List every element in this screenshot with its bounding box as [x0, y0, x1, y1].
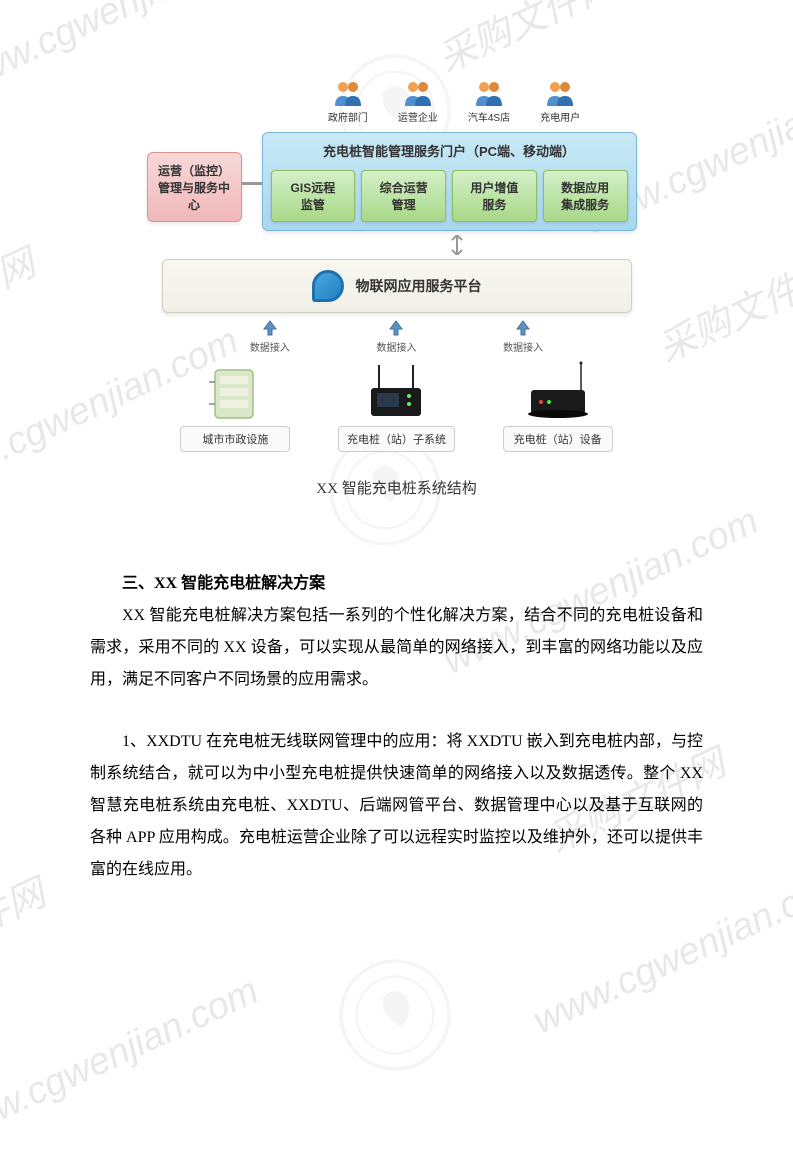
- arrow-label: 数据接入: [250, 339, 290, 354]
- user-4s-store: 汽车4S店: [468, 80, 510, 124]
- paragraph-2: 1、XXDTU 在充电桩无线联网管理中的应用：将 XXDTU 嵌入到充电桩内部，…: [90, 726, 703, 886]
- iot-label: 物联网应用服务平台: [356, 276, 482, 296]
- user-label: 政府部门: [328, 109, 368, 124]
- data-access-arrow: 数据接入: [250, 319, 290, 354]
- watermark-logo: [335, 955, 455, 1075]
- diagram-caption: XX 智能充电桩系统结构: [147, 477, 647, 498]
- device-label: 充电桩（站）子系统: [338, 426, 455, 452]
- user-government: 政府部门: [328, 80, 368, 124]
- data-access-arrow: 数据接入: [503, 319, 543, 354]
- module-data-integration: 数据应用集成服务: [543, 170, 628, 222]
- module-operations: 综合运营管理: [361, 170, 446, 222]
- module-user-value: 用户增值服务: [452, 170, 537, 222]
- users-icon: [333, 80, 363, 106]
- device-equipment: 充电桩（站）设备: [503, 360, 613, 452]
- device-image: [351, 360, 441, 420]
- user-charging-user: 充电用户: [540, 80, 580, 124]
- portal-title: 充电桩智能管理服务门户（PC端、移动端）: [271, 141, 628, 160]
- data-access-arrow: 数据接入: [376, 319, 416, 354]
- up-arrow-icon: [514, 319, 532, 337]
- device-image: [513, 360, 603, 420]
- user-label: 充电用户: [540, 109, 580, 124]
- device-label: 城市市政设施: [180, 426, 290, 452]
- users-icon: [403, 80, 433, 106]
- device-municipal: 城市市政设施: [180, 360, 290, 452]
- vertical-connector: [447, 235, 467, 255]
- section-heading: 三、XX 智能充电桩解决方案: [90, 568, 703, 600]
- user-label: 汽车4S店: [468, 109, 510, 124]
- device-image: [190, 360, 280, 420]
- device-row: 城市市政设施 充电桩（站）子系统 充电桩（站）设备: [147, 360, 647, 452]
- arrow-label: 数据接入: [503, 339, 543, 354]
- watermark-url: www.cgwenjian.com: [0, 970, 265, 1153]
- device-subsystem: 充电桩（站）子系统: [338, 360, 455, 452]
- module-gis: GIS远程监管: [271, 170, 356, 222]
- user-row: 政府部门 运营企业 汽车4S店 充电用户: [262, 80, 647, 124]
- arrow-label: 数据接入: [376, 339, 416, 354]
- user-operator: 运营企业: [398, 80, 438, 124]
- module-row: GIS远程监管 综合运营管理 用户增值服务 数据应用集成服务: [271, 170, 628, 222]
- device-label: 充电桩（站）设备: [503, 426, 613, 452]
- watermark-url: www.cgwenjian.com: [527, 860, 793, 1044]
- arrow-row: 数据接入 数据接入 数据接入: [167, 319, 627, 354]
- architecture-diagram: 政府部门 运营企业 汽车4S店 充电用户 运营（监控）管理与服务中心 充电桩智能…: [147, 80, 647, 498]
- text-section: 三、XX 智能充电桩解决方案 XX 智能充电桩解决方案包括一系列的个性化解决方案…: [90, 568, 703, 886]
- iot-platform-box: 物联网应用服务平台: [162, 259, 632, 313]
- ops-center-box: 运营（监控）管理与服务中心: [147, 152, 242, 222]
- users-icon: [474, 80, 504, 106]
- user-label: 运营企业: [398, 109, 438, 124]
- paragraph-1: XX 智能充电桩解决方案包括一系列的个性化解决方案，结合不同的充电桩设备和需求，…: [90, 600, 703, 696]
- portal-box: 充电桩智能管理服务门户（PC端、移动端） GIS远程监管 综合运营管理 用户增值…: [262, 132, 637, 231]
- users-icon: [545, 80, 575, 106]
- up-arrow-icon: [261, 319, 279, 337]
- iot-icon: [312, 270, 344, 302]
- up-arrow-icon: [387, 319, 405, 337]
- page-content: 政府部门 运营企业 汽车4S店 充电用户 运营（监控）管理与服务中心 充电桩智能…: [0, 0, 793, 886]
- horizontal-connector: [242, 182, 262, 185]
